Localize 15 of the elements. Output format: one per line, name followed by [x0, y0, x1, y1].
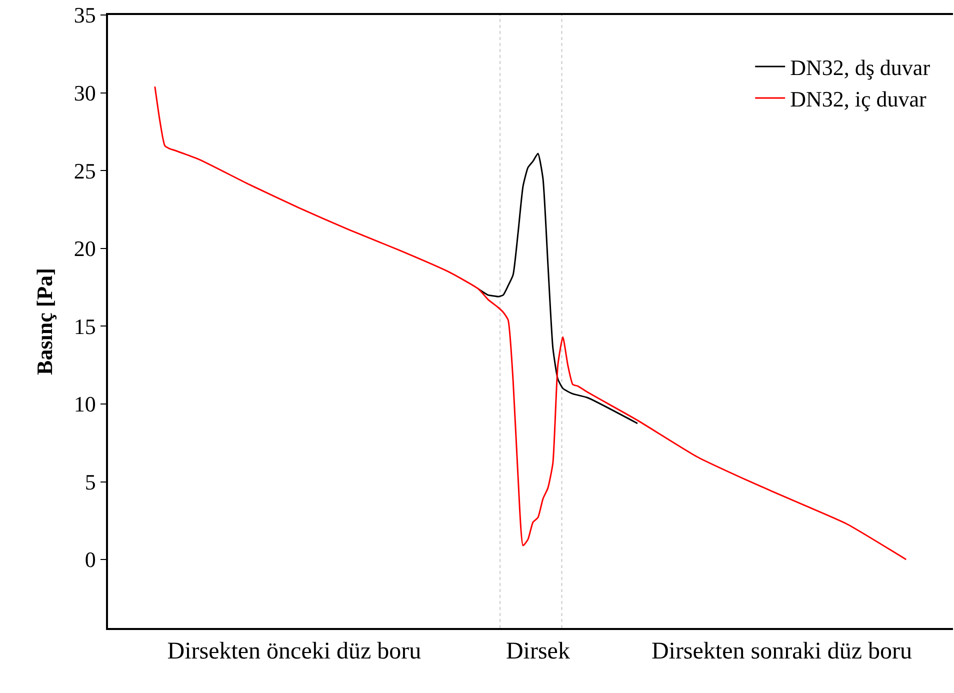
y-tick-label: 20	[74, 236, 96, 262]
legend-label: DN32, dş duvar	[790, 55, 931, 80]
x-tick-label: Dirsekten önceki düz boru	[167, 638, 422, 665]
y-tick-label: 5	[84, 469, 96, 494]
y-tick-label: 10	[74, 392, 96, 417]
legend-label: DN32, iç duvar	[790, 86, 928, 112]
line-series	[478, 152, 638, 424]
y-axis-title: Basınç [Pa]	[32, 268, 58, 375]
y-tick-label: 30	[74, 80, 96, 106]
y-tick-label: 15	[74, 314, 96, 339]
x-tick-label: Dirsek	[506, 638, 570, 665]
y-tick-label: 35	[74, 2, 96, 28]
y-tick-label: 0	[84, 547, 96, 572]
x-tick-label: Dirsekten sonraki düz boru	[651, 638, 912, 665]
y-tick-label: 25	[74, 158, 96, 184]
